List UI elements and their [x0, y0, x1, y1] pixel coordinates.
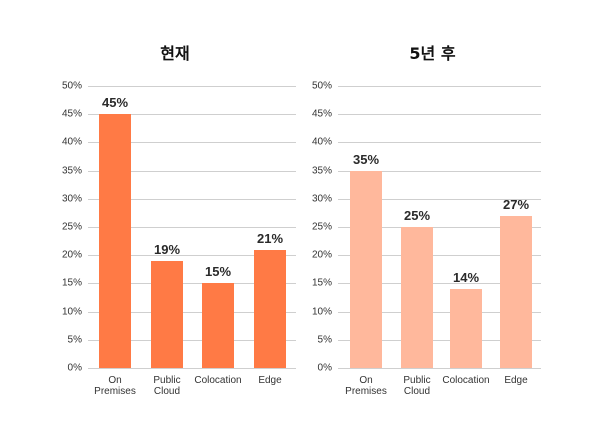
- category-label-line: Edge: [258, 375, 282, 386]
- gridline: [338, 339, 541, 341]
- bar-value-label: 21%: [256, 230, 284, 246]
- y-tick-label: 15%: [61, 277, 82, 289]
- gridline: [338, 114, 541, 116]
- gridline: [88, 142, 296, 144]
- x-category-label: Edge: [240, 375, 300, 386]
- category-label-line: Cloud: [153, 386, 181, 397]
- gridline: [88, 170, 296, 172]
- x-category-label: Colocation: [436, 375, 496, 386]
- y-tick-label: 25%: [311, 221, 332, 233]
- x-category-label: Public Cloud: [137, 375, 197, 397]
- category-label-line: On: [359, 375, 373, 386]
- plot-area: 45% On Premises 19% Public Cloud 15% Colocation…: [88, 86, 296, 397]
- x-category-label: On Premises: [336, 375, 396, 397]
- category-label-line: On: [108, 375, 122, 386]
- bar-value-label: 19%: [153, 241, 181, 257]
- category-label-line: Edge: [504, 375, 528, 386]
- plot-area: 35% On Premises 25% Public Cloud 14% Colocation…: [338, 86, 541, 397]
- y-tick-label: 40%: [61, 136, 82, 148]
- y-tick-label: 50%: [61, 80, 82, 92]
- category-label-line: Public: [153, 375, 181, 386]
- y-tick-label: 30%: [61, 193, 82, 205]
- bar-value-label: 25%: [403, 208, 431, 223]
- y-tick-label: 35%: [311, 165, 332, 177]
- gridline: [88, 255, 296, 257]
- y-tick-label: 40%: [311, 136, 332, 148]
- gridline: [338, 170, 541, 172]
- gridline: [88, 198, 296, 200]
- chart-title: 현재: [160, 44, 190, 63]
- y-tick-label: 15%: [311, 277, 332, 289]
- five-years-later-chart: 5년 후 35% On Premises 25% Public Cloud 14% Coloc…: [300, 0, 600, 437]
- current-chart: 현재 45% On Premises 19% Public Cloud 15% Colocat…: [61, 44, 296, 397]
- y-tick-label: 50%: [311, 80, 332, 92]
- gridline: [338, 311, 541, 313]
- y-tick-label: 20%: [311, 249, 332, 261]
- bar: [202, 283, 234, 368]
- y-tick-label: 5%: [317, 334, 332, 346]
- category-label-line: Premises: [94, 386, 136, 397]
- gridline: [88, 311, 296, 313]
- category-label-line: Colocation: [442, 375, 490, 386]
- gridline: [338, 142, 541, 144]
- category-label-line: Colocation: [194, 375, 242, 386]
- gridline: [88, 227, 296, 228]
- y-tick-label: 10%: [311, 306, 332, 318]
- gridline: [88, 283, 296, 285]
- y-tick-label: 45%: [311, 108, 332, 120]
- x-category-label: Public Cloud: [387, 375, 447, 397]
- bar: [401, 227, 433, 368]
- gridline: [88, 339, 296, 341]
- y-tick-label: 0%: [67, 362, 82, 374]
- chart-title: 5년 후: [409, 44, 456, 63]
- bar: [99, 114, 131, 368]
- y-tick-label: 30%: [311, 193, 332, 205]
- gridline: [338, 283, 541, 285]
- bar-value-label: 45%: [101, 95, 129, 111]
- y-tick-label: 35%: [61, 165, 82, 177]
- bar-value-label: 15%: [204, 264, 232, 280]
- bar: [151, 260, 183, 368]
- bar-value-label: 35%: [352, 151, 380, 167]
- bar: [350, 170, 382, 368]
- category-label-line: Public: [403, 375, 431, 386]
- bar: [254, 249, 286, 368]
- x-category-label: On Premises: [85, 375, 145, 397]
- gridline: [88, 86, 296, 87]
- gridline: [338, 198, 541, 200]
- y-tick-label: 45%: [61, 108, 82, 120]
- x-category-label: Colocation: [188, 375, 248, 386]
- y-tick-label: 10%: [61, 306, 82, 318]
- gridline: [338, 227, 541, 228]
- y-tick-label: 20%: [61, 249, 82, 261]
- bar-value-label: 27%: [502, 196, 530, 212]
- y-tick-label: 25%: [61, 221, 82, 233]
- category-label-line: Cloud: [403, 386, 431, 397]
- gridline: [88, 368, 296, 369]
- bar-value-label: 14%: [452, 270, 480, 286]
- gridline: [88, 114, 296, 116]
- gridline: [338, 86, 541, 87]
- category-label-line: Premises: [345, 386, 387, 397]
- bar: [500, 215, 532, 368]
- y-tick-label: 0%: [317, 362, 332, 374]
- bar: [450, 289, 482, 368]
- x-category-label: Edge: [486, 375, 546, 386]
- gridline: [338, 255, 541, 257]
- y-tick-label: 5%: [67, 334, 82, 346]
- gridline: [338, 368, 541, 369]
